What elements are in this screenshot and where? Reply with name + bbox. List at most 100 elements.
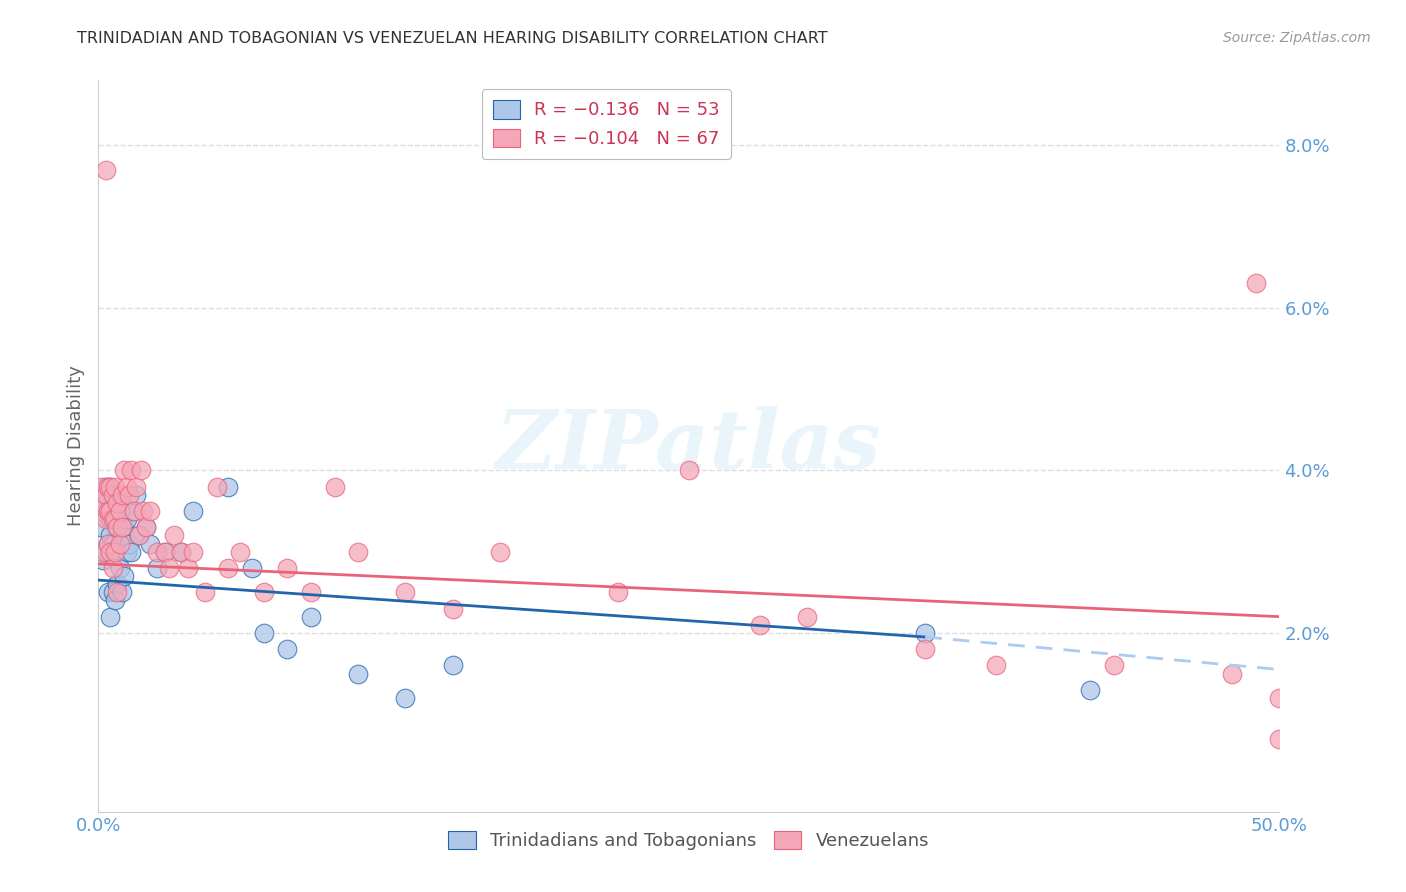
Point	[914, 626, 936, 640]
Point	[94, 480, 117, 494]
Point	[97, 536, 120, 550]
Point	[101, 585, 124, 599]
Point	[112, 463, 135, 477]
Point	[153, 544, 176, 558]
Point	[678, 463, 700, 477]
Point	[229, 544, 252, 558]
Point	[177, 561, 200, 575]
Point	[347, 544, 370, 558]
Point	[441, 601, 464, 615]
Point	[115, 480, 138, 494]
Legend: Trinidadians and Tobagonians, Venezuelans: Trinidadians and Tobagonians, Venezuelan…	[441, 823, 936, 857]
Point	[323, 480, 346, 494]
Point	[105, 585, 128, 599]
Point	[146, 561, 169, 575]
Point	[115, 544, 138, 558]
Point	[240, 561, 263, 575]
Point	[1244, 277, 1267, 291]
Point	[115, 512, 138, 526]
Point	[98, 528, 121, 542]
Point	[139, 536, 162, 550]
Point	[118, 536, 141, 550]
Point	[104, 593, 127, 607]
Point	[91, 553, 114, 567]
Point	[104, 480, 127, 494]
Y-axis label: Hearing Disability: Hearing Disability	[66, 366, 84, 526]
Point	[170, 544, 193, 558]
Point	[181, 544, 204, 558]
Point	[97, 480, 120, 494]
Point	[394, 690, 416, 705]
Point	[276, 642, 298, 657]
Point	[101, 512, 124, 526]
Point	[111, 488, 134, 502]
Point	[157, 561, 180, 575]
Text: Source: ZipAtlas.com: Source: ZipAtlas.com	[1223, 31, 1371, 45]
Point	[98, 480, 121, 494]
Point	[104, 544, 127, 558]
Point	[105, 496, 128, 510]
Point	[121, 544, 143, 558]
Point	[205, 480, 228, 494]
Point	[98, 504, 121, 518]
Point	[276, 561, 298, 575]
Point	[217, 480, 239, 494]
Point	[132, 504, 155, 518]
Point	[105, 520, 128, 534]
Point	[914, 642, 936, 657]
Point	[181, 504, 204, 518]
Point	[146, 544, 169, 558]
Point	[748, 617, 770, 632]
Point	[1220, 666, 1243, 681]
Point	[91, 544, 114, 558]
Point	[104, 544, 127, 558]
Point	[122, 504, 145, 518]
Point	[217, 561, 239, 575]
Point	[111, 528, 134, 542]
Point	[796, 609, 818, 624]
Point	[94, 512, 117, 526]
Point	[153, 544, 176, 558]
Point	[122, 504, 145, 518]
Point	[347, 666, 370, 681]
Point	[135, 520, 157, 534]
Point	[112, 569, 135, 583]
Point	[98, 544, 121, 558]
Point	[108, 504, 131, 518]
Point	[111, 585, 134, 599]
Point	[121, 463, 143, 477]
Text: ZIPatlas: ZIPatlas	[496, 406, 882, 486]
Point	[97, 504, 120, 518]
Point	[125, 488, 148, 502]
Point	[101, 561, 124, 575]
Point	[1102, 658, 1125, 673]
Point	[94, 488, 117, 502]
Point	[125, 480, 148, 494]
Point	[170, 544, 193, 558]
Point	[90, 480, 112, 494]
Point	[118, 488, 141, 502]
Point	[101, 488, 124, 502]
Point	[984, 658, 1007, 673]
Point	[94, 544, 117, 558]
Point	[97, 536, 120, 550]
Point	[98, 609, 121, 624]
Point	[111, 496, 134, 510]
Point	[97, 585, 120, 599]
Point	[104, 504, 127, 518]
Point	[90, 520, 112, 534]
Point	[101, 488, 124, 502]
Point	[128, 528, 150, 542]
Point	[105, 520, 128, 534]
Point	[111, 520, 134, 534]
Point	[104, 512, 127, 526]
Point	[394, 585, 416, 599]
Point	[97, 504, 120, 518]
Point	[489, 544, 512, 558]
Point	[98, 512, 121, 526]
Point	[108, 512, 131, 526]
Point	[128, 528, 150, 542]
Point	[108, 561, 131, 575]
Point	[1268, 690, 1291, 705]
Point	[194, 585, 217, 599]
